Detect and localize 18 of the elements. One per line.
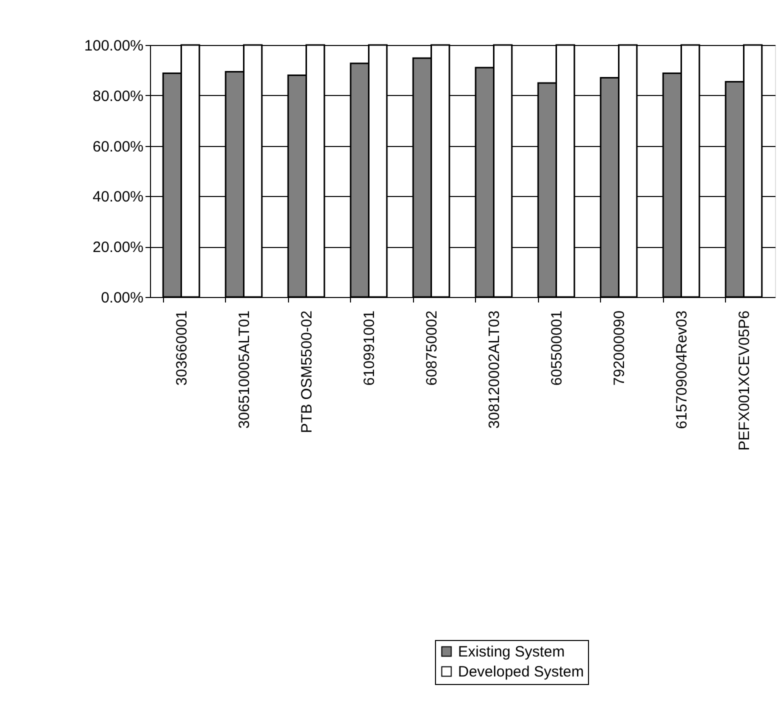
y-tick-label: 100.00% (84, 38, 144, 54)
x-tick-label: 610991001 (360, 310, 378, 386)
x-tick-label: PEFX001XCEV05P6 (736, 310, 753, 451)
legend-label: Developed System (458, 664, 584, 680)
y-tick-label: 0.00% (100, 290, 144, 306)
x-tick-label: PTB OSM5500-02 (298, 310, 316, 434)
y-tick-label: 60.00% (92, 138, 144, 156)
x-tick-label: 303660001 (173, 310, 190, 386)
y-tick-label: 20.00% (92, 239, 144, 256)
x-tick-label: 308120002ALT03 (486, 310, 503, 429)
x-tick-label: 792000090 (610, 310, 628, 386)
x-tick-label: 605500001 (548, 310, 566, 386)
x-tick-label: 608750002 (423, 310, 440, 386)
y-tick-label: 40.00% (92, 188, 144, 206)
x-tick-label: 306510005ALT01 (236, 310, 253, 429)
x-tick-label: 615709004Rev03 (673, 310, 690, 429)
legend-label: Existing System (458, 644, 565, 660)
y-tick-label: 80.00% (92, 88, 144, 105)
